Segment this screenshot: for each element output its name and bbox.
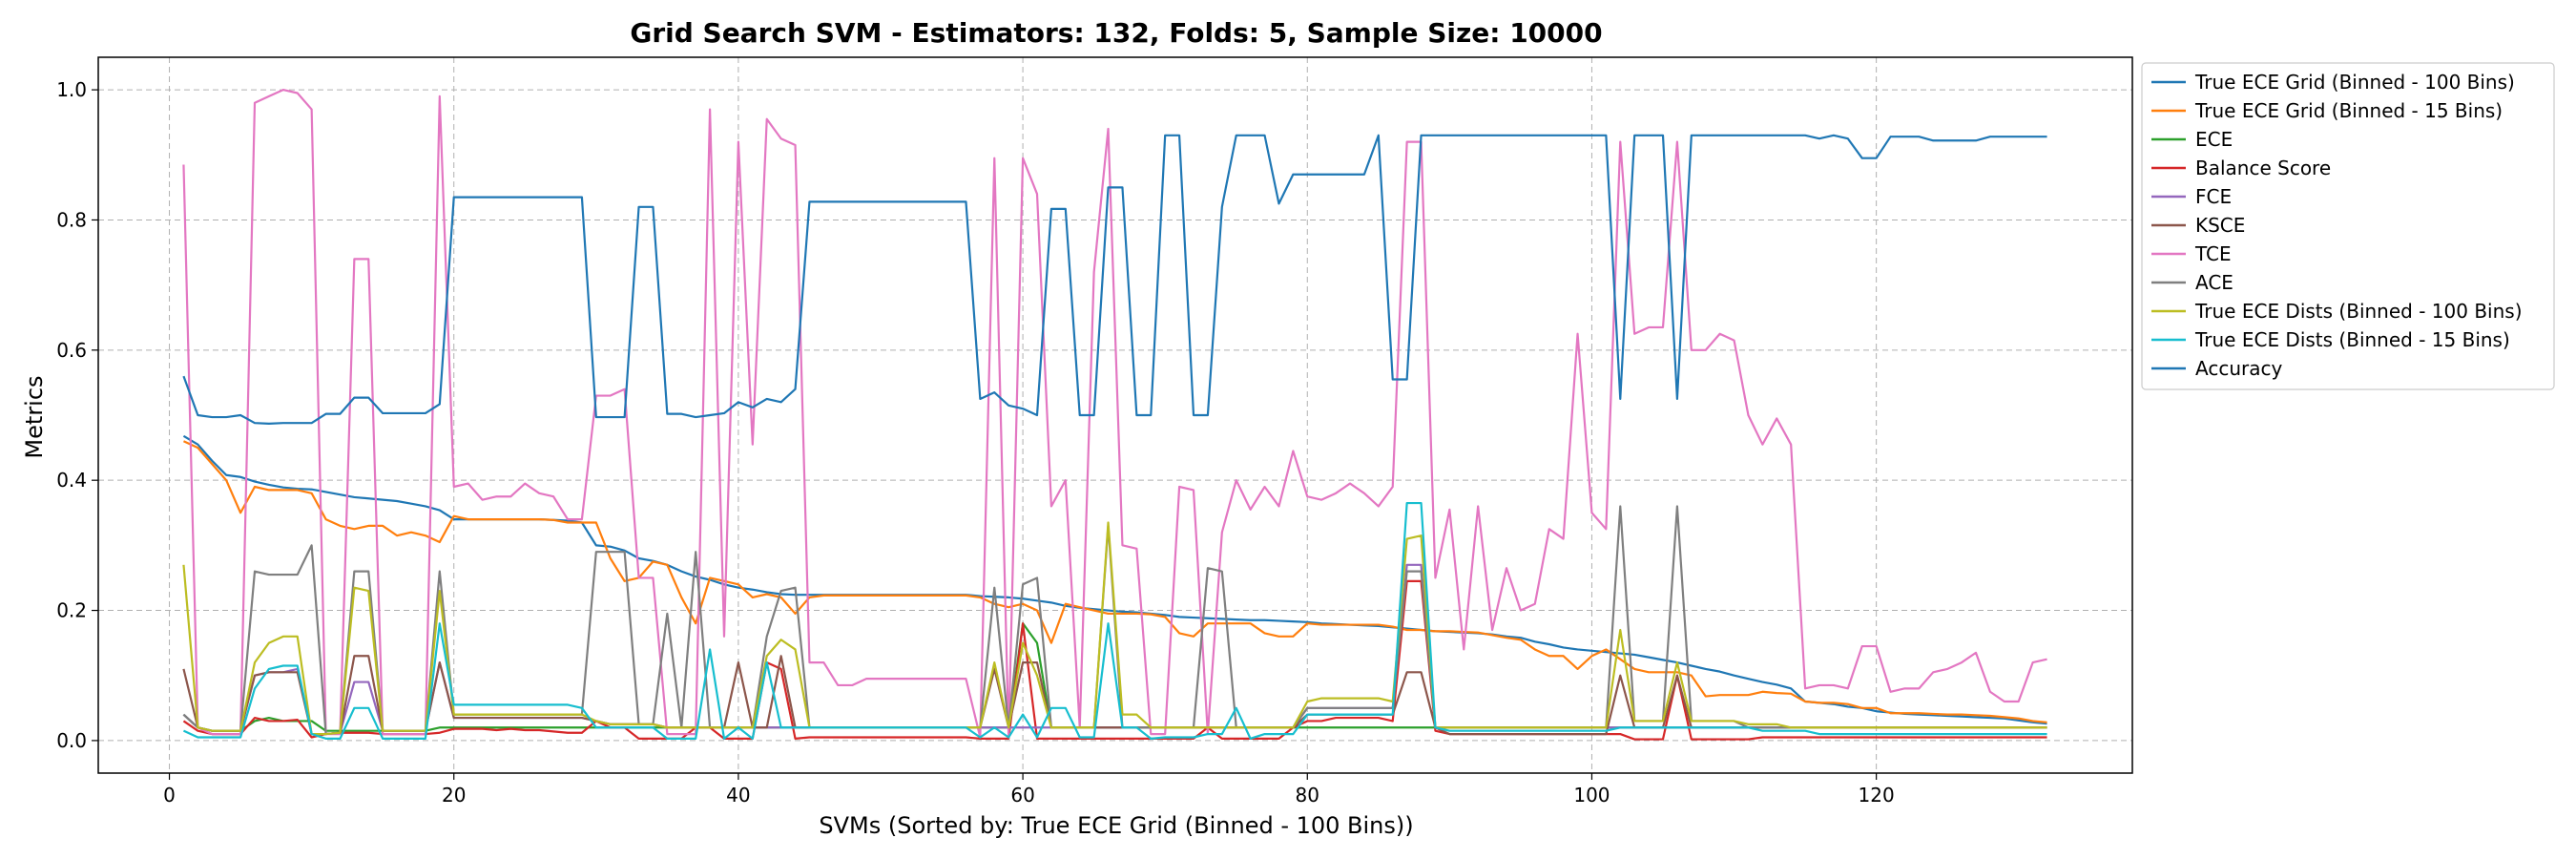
legend-label: True ECE Dists (Binned - 15 Bins): [2194, 328, 2510, 351]
y-tick-label: 0.4: [56, 469, 87, 492]
y-tick-label: 0.2: [56, 599, 87, 622]
x-axis-label: SVMs (Sorted by: True ECE Grid (Binned -…: [819, 812, 1413, 839]
y-axis-label: Metrics: [21, 375, 48, 458]
y-tick-label: 1.0: [56, 78, 87, 101]
legend-label: FCE: [2195, 185, 2232, 208]
legend-label: Accuracy: [2195, 357, 2282, 380]
legend-label: ACE: [2195, 271, 2233, 294]
legend-label: KSCE: [2195, 214, 2245, 237]
legend-label: TCE: [2194, 242, 2232, 265]
x-tick-label: 120: [1859, 784, 1895, 807]
x-tick-label: 20: [442, 784, 466, 807]
legend: True ECE Grid (Binned - 100 Bins) True EC…: [2141, 62, 2555, 390]
y-tick-label: 0.0: [56, 729, 87, 752]
series-line-9: [182, 521, 2047, 736]
series-line-11: [182, 134, 2047, 425]
plot-frame: [97, 56, 2133, 774]
series-line-10: [182, 501, 2047, 740]
legend-label: True ECE Grid (Binned - 15 Bins): [2194, 99, 2503, 122]
legend-box: [2141, 62, 2555, 390]
x-tick-label: 60: [1010, 784, 1034, 807]
chart-title: Grid Search SVM - Estimators: 132, Folds…: [630, 17, 1602, 49]
x-tick-label: 0: [163, 784, 176, 807]
x-tick-label: 40: [726, 784, 750, 807]
y-tick-label: 0.6: [56, 339, 87, 362]
x-tick-label: 100: [1573, 784, 1610, 807]
legend-label: True ECE Dists (Binned - 100 Bins): [2194, 300, 2523, 323]
tick-layer: 0 20 40 60 80 100 120 0.0 0.2 0.4 0.6 0.8 1.0: [56, 78, 1895, 807]
x-tick-label: 80: [1296, 784, 1319, 807]
legend-label: Balance Score: [2195, 157, 2331, 179]
series-layer: [182, 88, 2047, 741]
series-line-4: [182, 579, 2047, 741]
y-tick-label: 0.8: [56, 208, 87, 231]
series-line-7: [182, 88, 2047, 739]
legend-label: ECE: [2195, 128, 2233, 151]
legend-label: True ECE Grid (Binned - 100 Bins): [2194, 71, 2515, 94]
